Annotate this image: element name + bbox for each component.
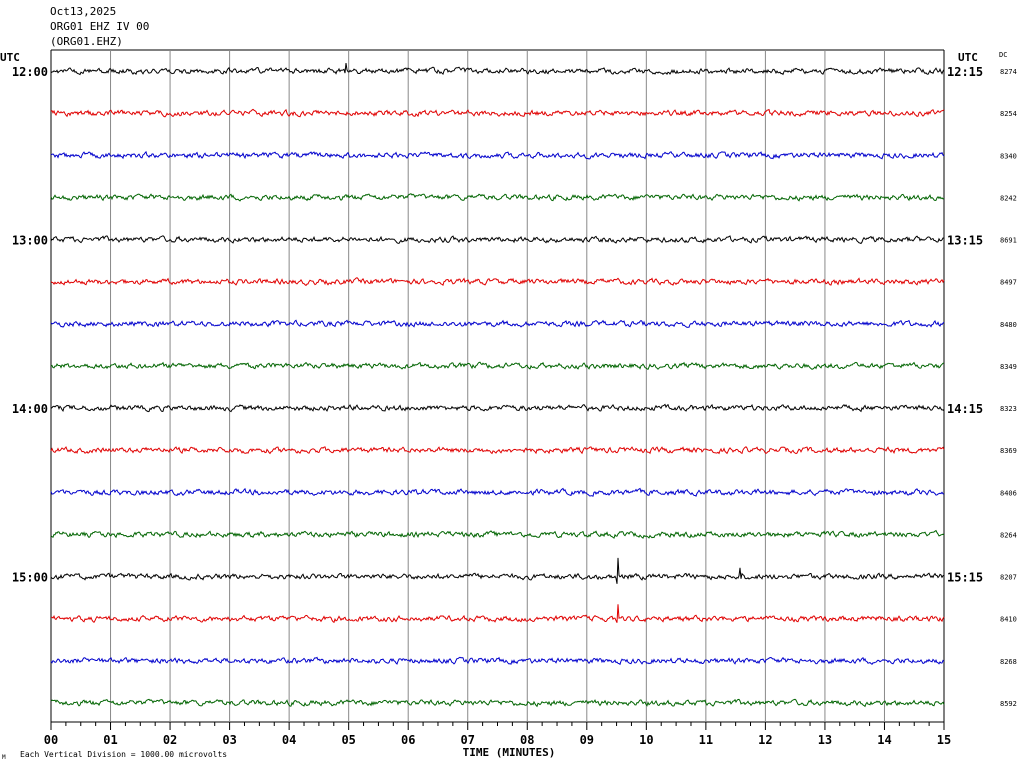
dc-label: DC [999, 51, 1007, 59]
dc-value-label: 8323 [1000, 405, 1017, 413]
right-hour-label: 14:15 [947, 402, 983, 416]
seismic-trace [50, 63, 945, 76]
dc-value-label: 8691 [1000, 237, 1017, 245]
header-date: Oct13,2025 [50, 5, 117, 18]
corner-mark: M [2, 754, 6, 761]
seismic-trace [50, 235, 944, 245]
chart-labels: 00 01 02 03 04 05 06 07 08 09 10 11 12 13 14 15 TIME (MI… [0, 51, 1017, 759]
x-tick-label: 02 [163, 733, 177, 747]
x-tick-label: 04 [282, 733, 296, 747]
scale-note: Each Vertical Division = 1000.00 microvo… [20, 750, 228, 759]
header-channel: (ORG01.EHZ) [50, 35, 123, 48]
dc-value-label: 8406 [1000, 489, 1017, 497]
x-tick-label: 09 [580, 733, 594, 747]
chart-grid [50, 49, 945, 730]
left-hour-label: 12:00 [12, 65, 48, 79]
dc-value-label: 8497 [1000, 279, 1017, 287]
seismic-trace [50, 193, 945, 202]
seismic-trace [50, 698, 945, 708]
right-utc-label: UTC [958, 51, 978, 64]
x-tick-label: 11 [699, 733, 713, 747]
left-hour-label: 13:00 [12, 234, 48, 248]
x-tick-label: 03 [222, 733, 236, 747]
x-tick-label: 13 [818, 733, 832, 747]
right-hour-label: 12:15 [947, 65, 983, 79]
dc-value-label: 8369 [1000, 447, 1017, 455]
seismogram-traces [50, 63, 945, 708]
x-tick-label: 05 [341, 733, 355, 747]
x-tick-label: 00 [44, 733, 58, 747]
x-tick-label: 07 [461, 733, 475, 747]
right-hour-label: 15:15 [947, 571, 983, 585]
x-axis-label: TIME (MINUTES) [463, 746, 556, 759]
left-hour-label: 15:00 [12, 571, 48, 585]
dc-value-label: 8340 [1000, 152, 1017, 160]
seismic-trace [50, 487, 945, 497]
x-tick-label: 01 [103, 733, 117, 747]
seismic-trace [50, 319, 945, 328]
right-hour-label: 13:15 [947, 234, 983, 248]
dc-value-label: 8264 [1000, 531, 1017, 539]
seismic-trace [50, 403, 945, 413]
x-tick-label: 08 [520, 733, 534, 747]
x-tick-label: 10 [639, 733, 653, 747]
seismic-trace [50, 529, 945, 539]
seismic-trace [50, 361, 945, 370]
x-tick-label: 12 [758, 733, 772, 747]
dc-value-label: 8274 [1000, 68, 1017, 76]
seismic-trace [50, 108, 945, 118]
seismic-trace [51, 604, 945, 624]
dc-value-label: 8410 [1000, 616, 1017, 624]
x-tick-label: 06 [401, 733, 415, 747]
x-tick-label: 15 [937, 733, 951, 747]
header-station: ORG01 EHZ IV 00 [50, 20, 150, 33]
seismic-trace [50, 656, 945, 666]
dc-value-label: 8480 [1000, 321, 1017, 329]
dc-value-label: 8268 [1000, 658, 1017, 666]
seismic-trace [50, 150, 945, 160]
left-hour-label: 14:00 [12, 402, 48, 416]
dc-value-label: 8592 [1000, 700, 1017, 708]
seismic-trace [50, 557, 945, 584]
dc-value-label: 8242 [1000, 194, 1017, 202]
seismic-trace [50, 277, 945, 287]
dc-value-label: 8207 [1000, 574, 1017, 582]
seismic-trace [50, 446, 945, 455]
x-tick-label: 14 [877, 733, 891, 747]
dc-value-label: 8254 [1000, 110, 1017, 118]
left-utc-label: UTC [0, 51, 20, 64]
dc-value-label: 8349 [1000, 363, 1017, 371]
